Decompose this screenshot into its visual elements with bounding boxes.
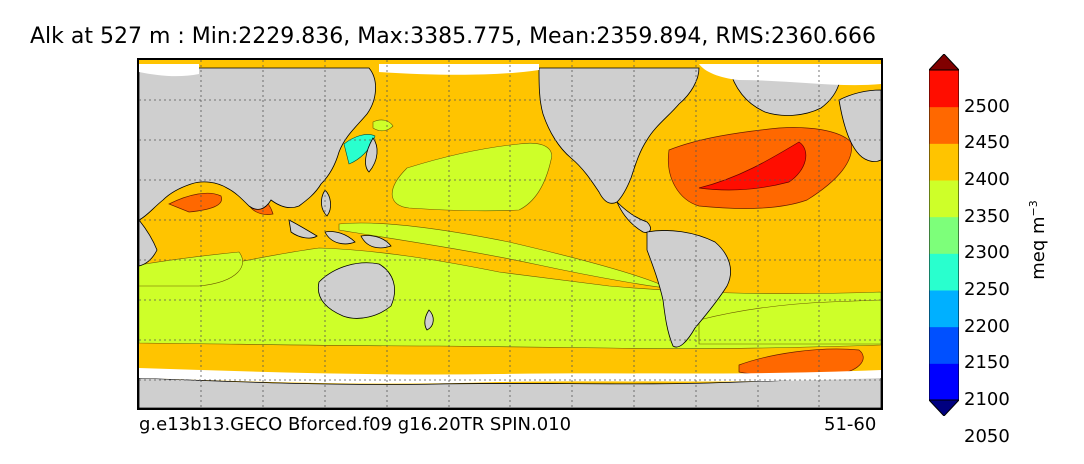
colorbar xyxy=(929,54,959,416)
colorbar-bin xyxy=(929,70,959,108)
units-base: meq m xyxy=(1028,216,1049,280)
colorbar-tick-label: 2450 xyxy=(964,132,1010,154)
japan-islands xyxy=(365,137,378,173)
south-atlantic-band xyxy=(698,299,881,345)
north-atlantic-red xyxy=(698,141,807,191)
europe-landmass xyxy=(838,89,881,162)
africa-landmass xyxy=(139,219,158,267)
alkalinity-map xyxy=(139,60,881,408)
colorbar-bin xyxy=(929,143,959,181)
colorbar-extend-min xyxy=(929,399,959,416)
australia-landmass xyxy=(317,262,395,319)
colorbar-bin xyxy=(929,326,959,364)
run-caption: g.e13b13.GECO Bforced.f09 g16.20TR SPIN.… xyxy=(139,414,572,435)
eurasia-landmass xyxy=(139,67,376,221)
colorbar-bin xyxy=(929,106,959,144)
colorbar-extend-max xyxy=(929,54,959,71)
colorbar-tick-label: 2150 xyxy=(964,352,1010,374)
philippines-islands xyxy=(321,189,331,217)
colorbar-tick-label: 2300 xyxy=(964,242,1010,264)
colorbar-units: meq m−3 xyxy=(1027,200,1049,280)
north-pacific-band xyxy=(391,142,553,212)
colorbar-bin xyxy=(929,290,959,328)
arctic-ice-pacific xyxy=(379,64,539,75)
indian-ocean-band xyxy=(139,251,243,287)
new-zealand-islands xyxy=(424,309,434,331)
colorbar-tick-label: 2050 xyxy=(964,425,1010,447)
colorbar-bin xyxy=(929,216,959,254)
central-america-landmass xyxy=(616,201,651,233)
colorbar-tick-label: 2250 xyxy=(964,279,1010,300)
colorbar-tick-label: 2200 xyxy=(964,315,1010,337)
arabian-sea-orange xyxy=(168,192,222,213)
colorbar-tick-label: 2400 xyxy=(964,169,1010,190)
sea-of-japan-patch xyxy=(343,134,376,165)
arctic-ice-atlantic xyxy=(699,64,881,86)
indonesia-islands xyxy=(288,219,392,249)
units-exponent: −3 xyxy=(1027,200,1040,217)
map-title: Alk at 527 m : Min:2229.836, Max:3385.77… xyxy=(30,24,877,49)
colorbar-tick-label: 2100 xyxy=(964,389,1010,410)
colorbar-bin xyxy=(929,180,959,218)
colorbar-tick-label: 2500 xyxy=(964,95,1010,117)
years-caption: 51-60 xyxy=(824,414,877,435)
arctic-ice-left xyxy=(139,64,199,77)
map-panel xyxy=(137,58,883,410)
colorbar-bin xyxy=(929,253,959,291)
colorbar-bin xyxy=(929,363,959,401)
graticule xyxy=(139,60,881,408)
okhotsk-patch xyxy=(372,119,394,132)
colorbar-tick-label: 2350 xyxy=(964,205,1010,227)
